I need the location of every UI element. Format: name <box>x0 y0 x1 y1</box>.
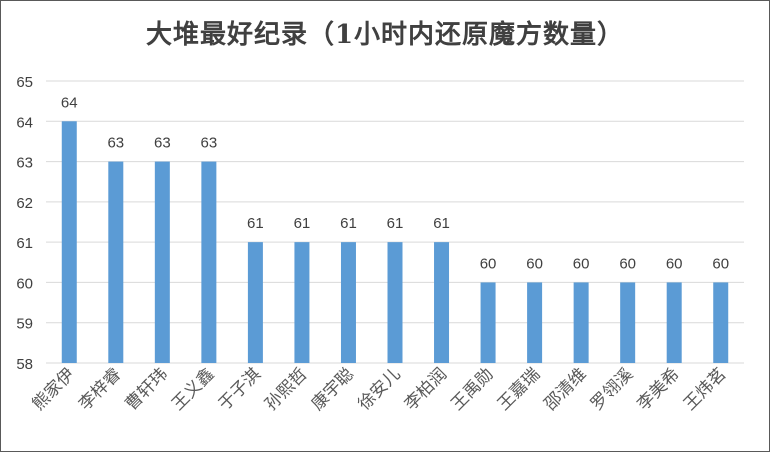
data-label: 61 <box>294 215 311 232</box>
y-tick-label: 59 <box>16 316 33 333</box>
bar-14 <box>666 282 682 363</box>
bar-5 <box>247 242 263 363</box>
data-label: 61 <box>387 215 404 232</box>
y-tick-label: 61 <box>16 235 33 252</box>
data-label: 60 <box>526 255 543 272</box>
data-label: 64 <box>61 94 78 111</box>
bar-10 <box>480 282 496 363</box>
data-label: 60 <box>573 255 590 272</box>
data-label: 61 <box>340 215 357 232</box>
chart-title: 大堆最好纪录（1小时内还原魔方数量） <box>145 20 625 50</box>
x-tick-label: 王炜茗 <box>680 364 730 414</box>
x-tick-label: 王禹勋 <box>447 364 497 414</box>
data-label: 60 <box>619 255 636 272</box>
x-tick-label: 熊家伊 <box>29 364 79 414</box>
data-label: 63 <box>154 135 171 152</box>
bar-3 <box>154 161 170 363</box>
bar-9 <box>434 242 450 363</box>
x-tick-label: 王义鑫 <box>168 364 218 414</box>
bar-8 <box>387 242 403 363</box>
y-tick-label: 60 <box>16 275 33 292</box>
data-label: 60 <box>480 255 497 272</box>
y-tick-label: 64 <box>16 114 33 131</box>
bar-4 <box>201 161 217 363</box>
data-label: 61 <box>433 215 450 232</box>
y-tick-label: 65 <box>16 74 33 91</box>
bar-7 <box>340 242 356 363</box>
bar-13 <box>620 282 636 363</box>
x-tick-label: 李柏润 <box>401 364 451 414</box>
x-tick-label: 王嘉瑞 <box>494 364 544 414</box>
bar-15 <box>713 282 729 363</box>
y-tick-label: 58 <box>16 356 33 373</box>
bar-12 <box>573 282 589 363</box>
x-tick-label: 康宇聪 <box>308 364 358 414</box>
x-tick-label: 李梓睿 <box>75 364 125 414</box>
x-tick-label: 孙熙哲 <box>261 364 311 414</box>
bar-11 <box>527 282 543 363</box>
y-tick-label: 62 <box>16 195 33 212</box>
x-tick-label: 罗翎溪 <box>587 364 637 414</box>
x-tick-label: 徐安儿 <box>354 364 404 414</box>
x-tick-label: 于子淇 <box>215 364 265 414</box>
bar-6 <box>294 242 310 363</box>
data-label: 63 <box>201 135 218 152</box>
x-tick-label: 邵清维 <box>540 364 590 414</box>
data-label: 61 <box>247 215 264 232</box>
data-label: 60 <box>712 255 729 272</box>
bar-1 <box>61 121 77 364</box>
data-label: 60 <box>666 255 683 272</box>
x-tick-label: 曹轩玮 <box>122 364 172 414</box>
data-label: 63 <box>107 135 124 152</box>
y-tick-label: 63 <box>16 155 33 172</box>
bar-2 <box>108 161 124 363</box>
x-tick-label: 李美希 <box>634 364 684 414</box>
